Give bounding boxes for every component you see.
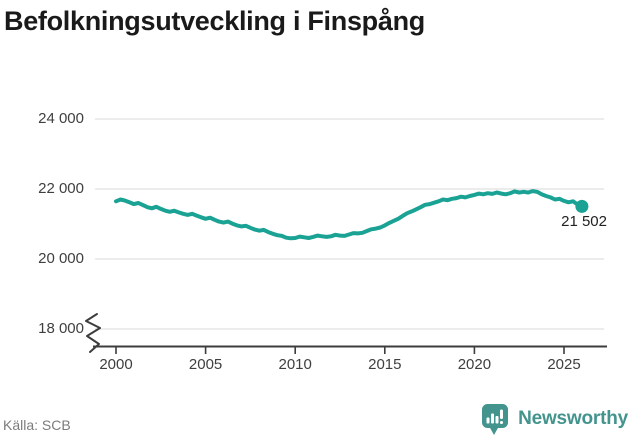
y-axis-tick-label: 24 000 <box>38 110 84 127</box>
page-title: Befolkningsutveckling i Finspång <box>4 6 425 36</box>
x-axis-tick-label: 2025 <box>547 356 581 373</box>
source-label: Källa: SCB <box>3 417 71 433</box>
x-axis-tick-label: 2020 <box>457 356 492 373</box>
x-axis-tick-label: 2000 <box>99 356 133 373</box>
newsworthy-logo-icon <box>482 403 509 435</box>
y-axis-tick-label: 20 000 <box>38 250 84 267</box>
last-point-marker <box>575 199 589 213</box>
last-value-label: 21 502 <box>561 213 607 230</box>
y-axis-tick-label: 18 000 <box>38 320 84 337</box>
x-axis-tick-label: 2015 <box>368 356 402 373</box>
axis-break-icon <box>85 313 101 353</box>
population-line <box>114 189 584 241</box>
y-axis-tick-label: 22 000 <box>38 180 84 197</box>
x-axis-tick-label: 2005 <box>188 356 223 373</box>
brand-name: Newsworthy <box>518 408 628 429</box>
newsworthy-brand: Newsworthy <box>480 402 628 436</box>
x-axis-tick-label: 2010 <box>278 356 312 373</box>
